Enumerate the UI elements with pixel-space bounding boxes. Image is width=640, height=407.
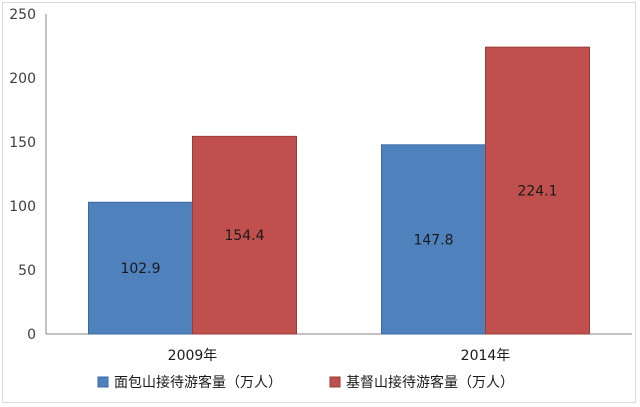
chart-frame	[2, 2, 636, 403]
x-category-label: 2014年	[461, 348, 511, 364]
y-tick-label: 100	[9, 199, 36, 215]
y-tick-label: 0	[27, 327, 36, 343]
y-tick-label: 50	[18, 263, 36, 279]
bar-1-1	[88, 201, 193, 335]
legend-label: 面包山接待游客量（万人）	[114, 374, 282, 391]
bar-data-label: 147.8	[413, 232, 453, 248]
y-tick-label: 250	[9, 7, 36, 23]
y-tick-label: 200	[9, 71, 36, 87]
bar-data-label: 224.1	[517, 184, 557, 200]
bar-data-label: 102.9	[120, 261, 160, 277]
bar-data-label: 154.4	[224, 228, 264, 244]
bar-2-1	[192, 135, 297, 335]
legend-swatch	[97, 376, 109, 388]
legend-swatch	[329, 376, 341, 388]
legend-label: 基督山接待游客量（万人）	[346, 374, 514, 391]
x-category-label: 2009年	[168, 348, 218, 364]
bar-2-2	[485, 46, 590, 335]
y-tick-label: 150	[9, 135, 36, 151]
